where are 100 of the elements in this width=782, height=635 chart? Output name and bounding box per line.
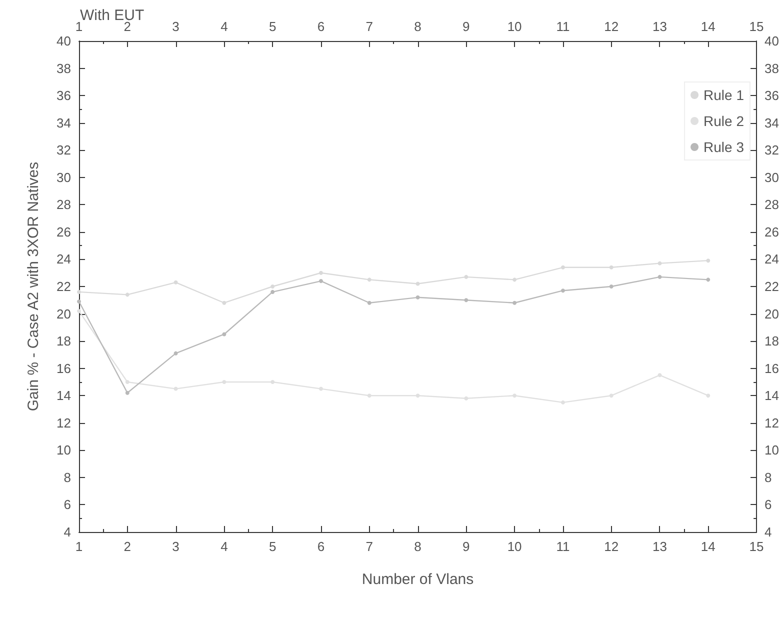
point [318,279,323,284]
x-tick-label: 4 [220,539,228,554]
point [609,265,614,270]
y2-tick-label: 10 [764,442,780,458]
x-axis-title: Number of Vlans [362,571,474,588]
x2-tick-label: 6 [317,19,325,34]
x2-tick-label: 15 [749,19,764,34]
x2-tick-label: 8 [414,19,422,34]
y2-tick-label: 26 [764,224,780,240]
point [512,394,517,398]
point [560,400,565,404]
point [367,394,372,398]
y2-tick-label: 38 [764,60,780,76]
y-tick-label: 6 [64,497,71,512]
point [77,309,81,314]
point [318,386,323,391]
x-tick-label: 5 [268,539,276,554]
x-tick-label: 2 [124,539,132,554]
y2-tick-label: 30 [764,170,780,185]
y-tick-label: 38 [56,60,71,76]
x-tick-label: 7 [366,539,373,554]
point [367,278,372,282]
point [270,290,275,294]
point [464,298,468,302]
y2-tick-label: 24 [764,252,780,267]
point [658,261,662,266]
y-tick-label: 32 [56,142,71,158]
point [222,300,226,305]
x-tick-label: 15 [749,539,764,554]
x2-tick-label: 1 [75,19,83,34]
x-tick-label: 8 [414,539,422,554]
x2-tick-label: 9 [462,19,470,34]
point [706,394,710,398]
y-tick-label: 28 [56,197,71,212]
point [125,380,130,384]
x-tick-label: 12 [604,539,619,554]
x-tick-label: 11 [556,539,570,554]
y2-tick-label: 22 [764,279,780,294]
legend-label: Rule 3 [704,139,744,155]
point [125,292,130,297]
point [609,284,614,288]
point [416,394,420,398]
y-tick-label: 8 [64,470,71,485]
point [464,274,468,279]
y-tick-label: 12 [56,415,71,430]
x-tick-label: 9 [462,539,470,554]
x-tick-label: 10 [507,539,522,554]
point [609,394,614,398]
point [77,300,81,304]
x2-tick-label: 11 [556,19,570,34]
x2-tick-label: 7 [366,19,373,34]
point [367,300,372,305]
x2-tick-label: 14 [700,19,716,34]
point [464,396,468,400]
point [174,351,178,356]
point [706,278,710,282]
x2-tick-label: 4 [220,19,228,34]
x-tick-label: 6 [317,539,325,554]
point [512,278,517,282]
y2-tick-label: 14 [764,388,780,404]
point [222,332,226,336]
y-tick-label: 36 [56,88,71,104]
y-tick-label: 20 [56,306,71,322]
point [270,380,275,384]
y2-tick-label: 4 [764,524,772,540]
y-tick-label: 10 [56,442,71,458]
point [512,300,517,305]
y-tick-label: 4 [64,524,71,540]
y-tick-label: 24 [56,252,71,267]
x2-tick-label: 5 [268,19,276,34]
y2-tick-label: 6 [764,497,772,512]
y2-tick-label: 18 [764,334,780,349]
y2-tick-label: 20 [764,306,780,322]
y2-tick-label: 16 [764,360,780,376]
x2-tick-label: 13 [652,19,667,34]
point [560,288,565,293]
y-tick-label: 40 [56,34,71,48]
point [222,380,226,384]
point [125,390,130,395]
point [174,386,178,391]
x2-tick-label: 2 [124,19,132,34]
y2-tick-label: 36 [764,88,780,104]
x-tick-label: 14 [700,539,716,554]
x2-tick-label: 3 [172,19,180,34]
point [706,258,710,263]
y-tick-label: 18 [56,334,71,349]
y2-tick-label: 32 [764,142,780,158]
point [77,290,81,294]
y-tick-label: 14 [56,388,71,404]
y-axis-title: Gain % - Case A2 with 3XOR Natives [25,162,42,412]
point [270,284,275,288]
y-tick-label: 34 [56,115,71,130]
y-tick-label: 30 [56,170,71,185]
x-tick-label: 1 [75,539,83,554]
point [560,265,565,270]
x2-tick-label: 10 [507,19,522,34]
y2-tick-label: 12 [764,415,780,430]
point [658,274,662,279]
point [416,282,420,286]
x2-tick-label: 12 [604,19,619,34]
